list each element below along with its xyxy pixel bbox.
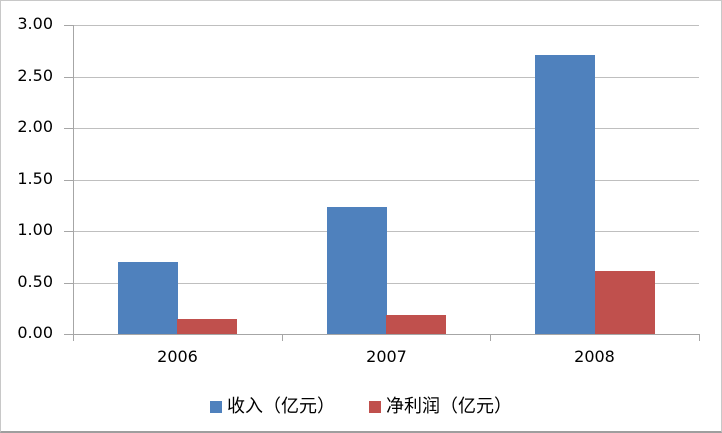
bar-revenue-2007 [327, 207, 387, 334]
x-category-label: 2007 [366, 347, 407, 366]
x-tick-mark [699, 334, 700, 341]
y-tick-mark [64, 283, 73, 284]
bar-net-profit-2006 [177, 319, 237, 334]
y-tick-mark [64, 180, 73, 181]
y-tick-label: 0.50 [17, 272, 53, 291]
legend: 收入（亿元） 净利润（亿元） [1, 395, 721, 419]
x-axis-line [73, 334, 699, 335]
legend-item-revenue: 收入（亿元） [210, 397, 335, 417]
y-tick-label: 3.00 [17, 14, 53, 33]
legend-item-net-profit: 净利润（亿元） [369, 397, 512, 417]
legend-swatch-net-profit [369, 401, 381, 413]
y-tick-mark [64, 231, 73, 232]
x-category-label: 2006 [157, 347, 198, 366]
bar-revenue-2006 [118, 262, 178, 334]
bar-revenue-2008 [535, 55, 595, 334]
y-tick-label: 1.50 [17, 169, 53, 188]
gridline [73, 77, 699, 78]
x-category-label: 2008 [574, 347, 615, 366]
gridline [73, 180, 699, 181]
x-tick-mark [490, 334, 491, 341]
y-axis-line [73, 25, 74, 335]
legend-swatch-revenue [210, 401, 222, 413]
y-tick-label: 0.00 [17, 323, 53, 342]
bar-net-profit-2008 [595, 271, 655, 334]
y-tick-label: 1.00 [17, 220, 53, 239]
gridline [73, 128, 699, 129]
y-tick-label: 2.00 [17, 117, 53, 136]
y-tick-mark [64, 77, 73, 78]
legend-label-net-profit: 净利润（亿元） [386, 396, 512, 417]
x-tick-mark [73, 334, 74, 341]
legend-label-revenue: 收入（亿元） [227, 396, 335, 417]
gridline [73, 25, 699, 26]
y-tick-mark [64, 128, 73, 129]
bar-net-profit-2007 [386, 315, 446, 334]
x-tick-mark [282, 334, 283, 341]
y-tick-mark [64, 334, 73, 335]
y-tick-label: 2.50 [17, 66, 53, 85]
y-tick-mark [64, 25, 73, 26]
